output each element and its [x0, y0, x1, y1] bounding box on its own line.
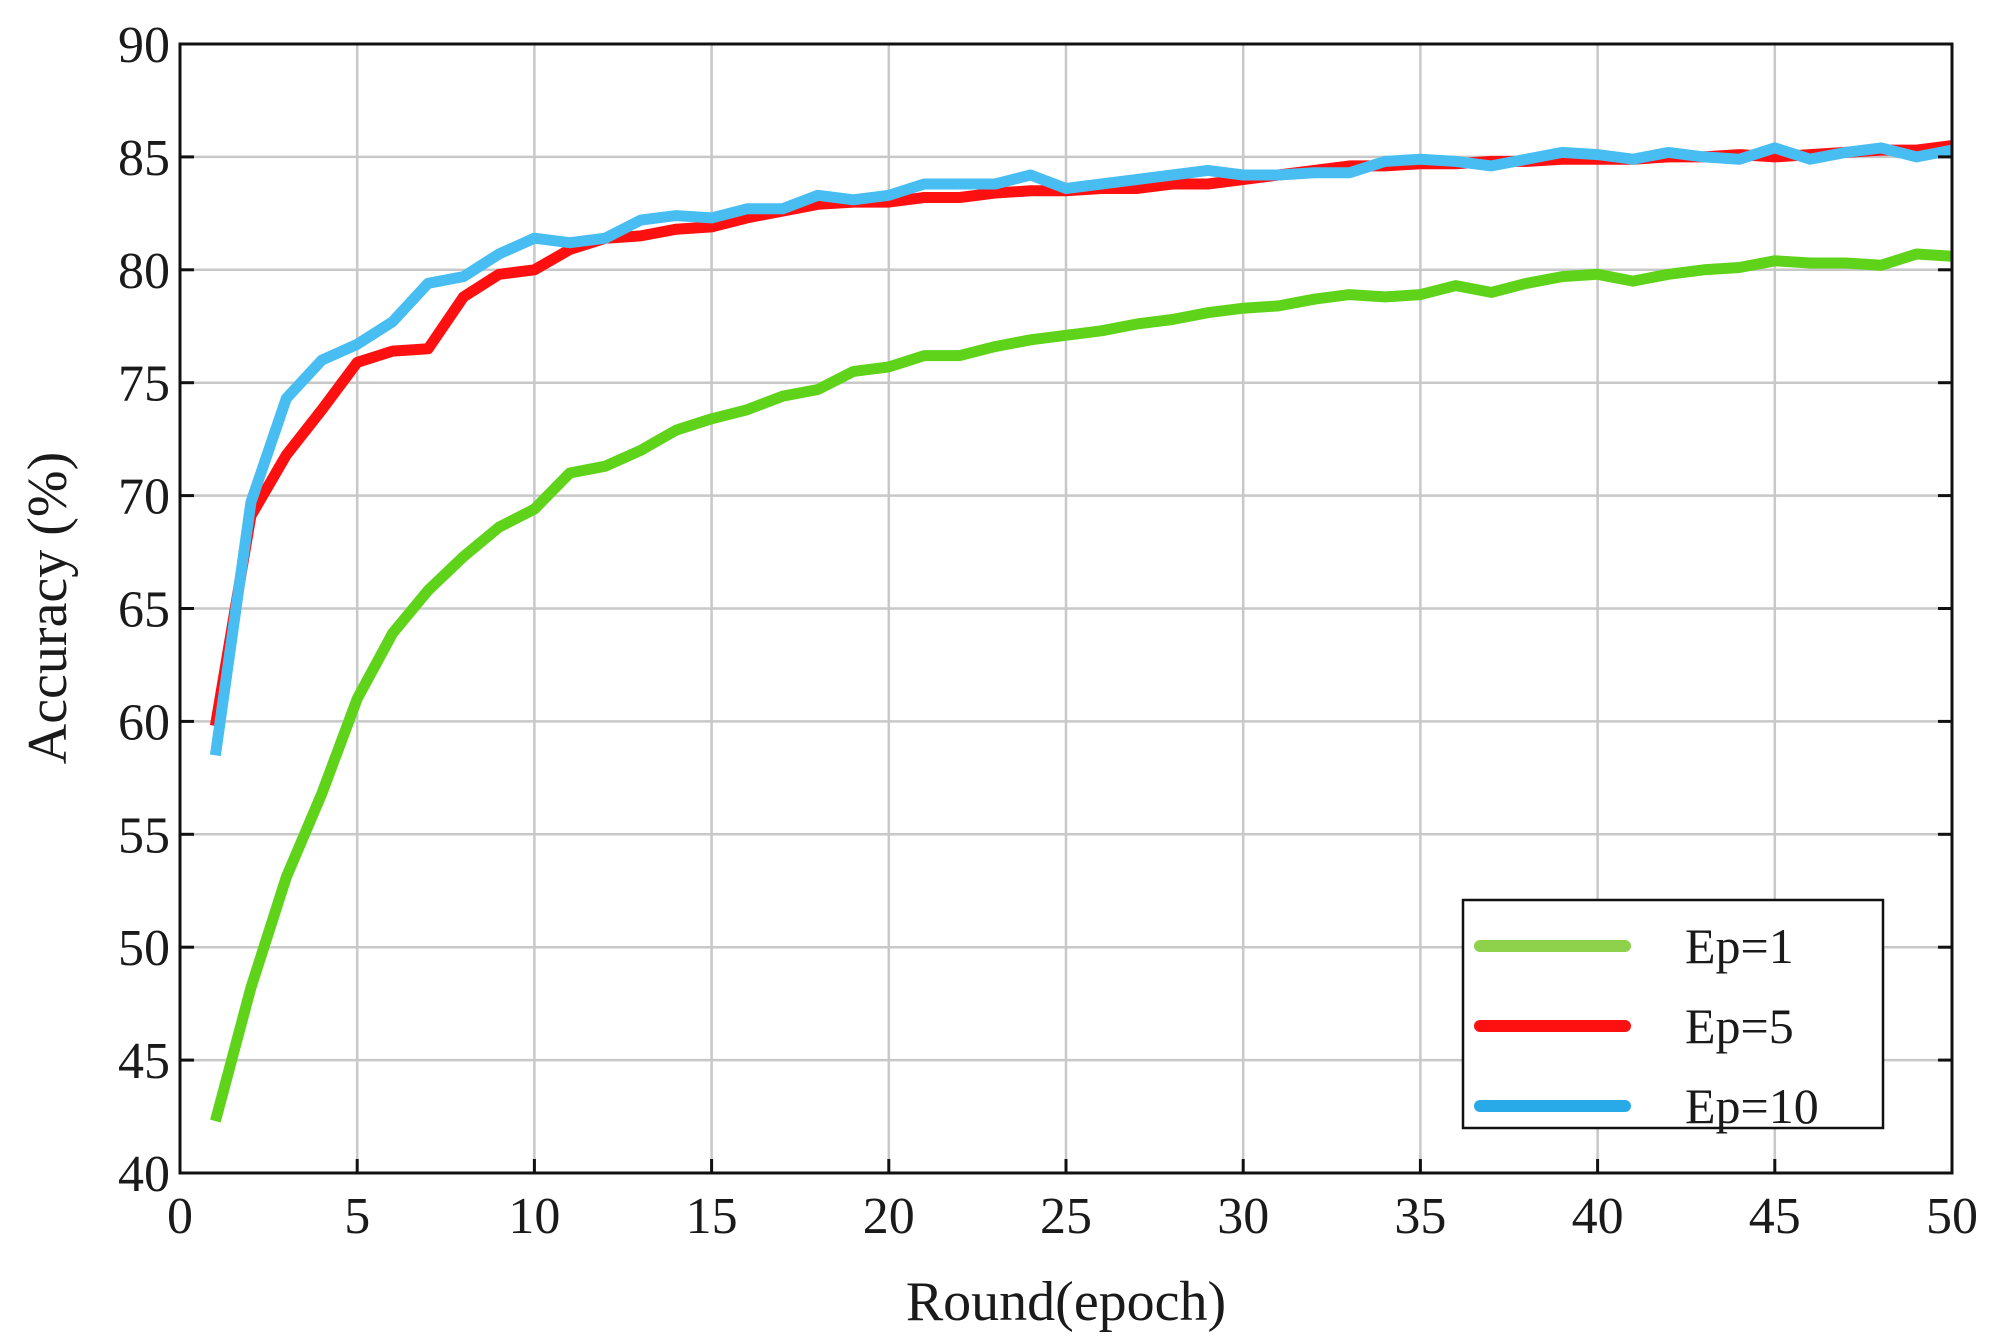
y-tick-label: 55	[118, 807, 170, 864]
y-tick-label: 65	[118, 582, 170, 639]
y-tick-label: 75	[118, 356, 170, 413]
legend-label: Ep=5	[1685, 998, 1794, 1054]
series-line-ep-10	[209, 142, 1954, 757]
x-tick-label: 30	[1217, 1188, 1269, 1245]
x-tick-labels: 0 5 10 15 20 25 30 35 40 45 50	[167, 1188, 1978, 1245]
x-tick-label: 0	[167, 1188, 193, 1245]
legend: Ep=1 Ep=5 Ep=10	[1461, 898, 1885, 1134]
legend-label: Ep=10	[1685, 1078, 1819, 1134]
y-tick-label: 50	[118, 920, 170, 977]
x-tick-label: 25	[1040, 1188, 1092, 1245]
x-axis-title: Round(epoch)	[906, 1271, 1226, 1333]
y-tick-label: 90	[118, 17, 170, 74]
y-tick-label: 60	[118, 694, 170, 751]
y-tick-label: 85	[118, 130, 170, 187]
x-tick-label: 35	[1394, 1188, 1446, 1245]
series-line-ep-1	[210, 248, 1953, 1123]
y-tick-labels: 40 45 50 55 60 65 70 75 80 85 90	[118, 17, 170, 1203]
series-lines	[209, 140, 1954, 1123]
x-tick-label: 15	[686, 1188, 738, 1245]
x-tick-label: 45	[1749, 1188, 1801, 1245]
x-tick-label: 5	[344, 1188, 370, 1245]
x-tick-label: 10	[508, 1188, 560, 1245]
y-tick-label: 80	[118, 243, 170, 300]
y-tick-label: 45	[118, 1033, 170, 1090]
legend-label: Ep=1	[1685, 918, 1794, 974]
legend-box	[1461, 898, 1885, 1130]
x-tick-label: 20	[863, 1188, 915, 1245]
y-tick-label: 40	[118, 1146, 170, 1203]
grid-lines	[180, 44, 1952, 1173]
y-axis-title: Accuracy (%)	[17, 452, 79, 764]
axis-ticks	[178, 42, 1954, 1175]
x-tick-label: 50	[1926, 1188, 1978, 1245]
y-tick-label: 70	[118, 469, 170, 526]
x-tick-label: 40	[1572, 1188, 1624, 1245]
